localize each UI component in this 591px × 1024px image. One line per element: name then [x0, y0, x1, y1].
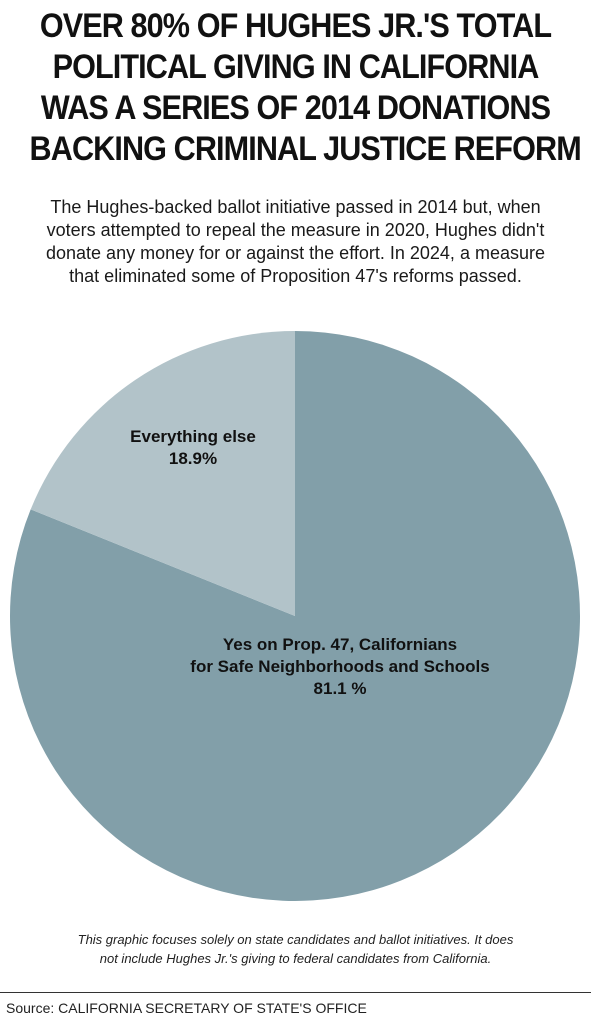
- subhead-line: voters attempted to repeal the measure i…: [46, 220, 545, 240]
- footnote: This graphic focuses solely on state can…: [0, 930, 591, 968]
- headline-line: OVER 80% OF HUGHES JR.'S TOTAL: [39, 7, 552, 45]
- slice-value-label-everything-else: 18.9%: [169, 449, 217, 468]
- headline-line: POLITICAL GIVING IN CALIFORNIA: [52, 48, 540, 86]
- subhead-line: The Hughes-backed ballot initiative pass…: [50, 197, 541, 217]
- footnote-line: not include Hughes Jr.'s giving to feder…: [99, 951, 492, 966]
- pie-chart: Yes on Prop. 47, Californians for Safe Ne…: [0, 320, 591, 910]
- subhead-line: donate any money for or against the effo…: [46, 243, 545, 263]
- pie-slice-everything-else: [30, 331, 295, 616]
- pie-chart-svg: Yes on Prop. 47, Californians for Safe Ne…: [9, 331, 580, 901]
- subhead: The Hughes-backed ballot initiative pass…: [0, 196, 591, 288]
- slice-name-label-prop-47: Yes on Prop. 47, Californians: [223, 635, 457, 654]
- slice-name-label-prop-47: for Safe Neighborhoods and Schools: [190, 657, 489, 676]
- headline-line: BACKING CRIMINAL JUSTICE REFORM: [29, 130, 582, 168]
- divider: [0, 992, 591, 993]
- slice-value-label-prop-47: 81.1 %: [314, 679, 367, 698]
- footnote-line: This graphic focuses solely on state can…: [77, 932, 514, 947]
- slice-name-label-everything-else: Everything else: [130, 427, 256, 446]
- headline: OVER 80% OF HUGHES JR.'S TOTAL POLITICAL…: [29, 6, 582, 170]
- subhead-line: that eliminated some of Proposition 47's…: [69, 266, 522, 286]
- headline-line: WAS A SERIES OF 2014 DONATIONS: [40, 89, 551, 127]
- source-credit: Source: CALIFORNIA SECRETARY OF STATE'S …: [6, 1000, 367, 1016]
